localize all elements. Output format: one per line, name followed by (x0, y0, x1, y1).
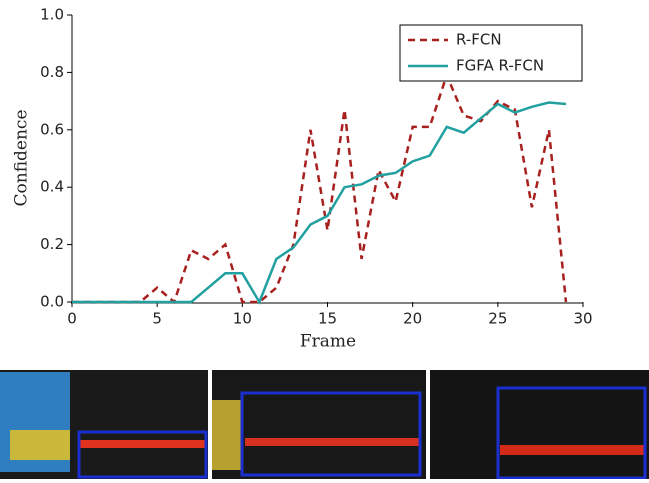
y-tick-label: 0.2 (40, 235, 64, 253)
y-axis-label: Confidence (12, 109, 32, 206)
photo-strip (0, 370, 649, 480)
legend-label: R-FCN (456, 31, 502, 49)
x-tick-label: 5 (152, 310, 162, 328)
x-tick-label: 30 (573, 310, 592, 328)
y-tick-label: 1.0 (40, 6, 64, 24)
legend-label: FGFA R-FCN (456, 57, 544, 75)
y-tick-label: 0.0 (40, 293, 64, 311)
legend-box (399, 24, 583, 82)
y-tick-label: 0.4 (40, 178, 64, 196)
x-tick-label: 15 (318, 310, 337, 328)
x-tick-label: 10 (233, 310, 252, 328)
x-tick-label: 0 (67, 310, 77, 328)
x-tick-label: 20 (403, 310, 422, 328)
x-tick-label: 25 (488, 310, 507, 328)
series-line (72, 71, 568, 305)
y-tick-label: 0.8 (40, 63, 64, 81)
series-line (72, 101, 567, 305)
x-axis-label: Frame (300, 332, 356, 352)
y-tick-label: 0.6 (40, 120, 64, 138)
